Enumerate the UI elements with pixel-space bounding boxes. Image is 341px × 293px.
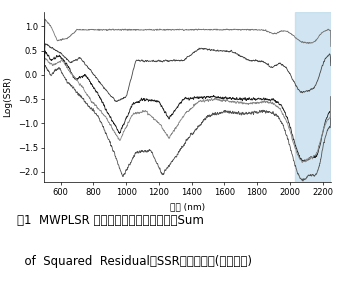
Bar — [295, 12, 331, 182]
X-axis label: 波長 (nm): 波長 (nm) — [170, 202, 205, 212]
Text: 図1  MWPLSR 法による波長領域に対するSum: 図1 MWPLSR 法による波長領域に対するSum — [17, 214, 204, 227]
Y-axis label: Log(SSR): Log(SSR) — [3, 76, 12, 117]
Text: of  Squared  Residual（SSR）プロット(二次微分): of Squared Residual（SSR）プロット(二次微分) — [17, 255, 252, 268]
